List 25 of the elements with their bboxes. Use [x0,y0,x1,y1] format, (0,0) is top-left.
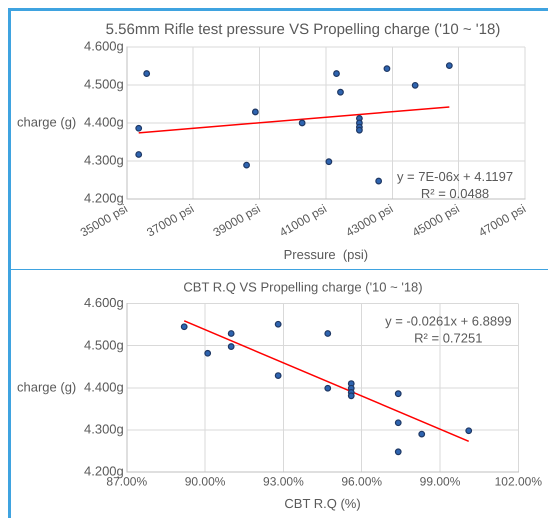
y-tick-label: 4.300g [84,421,124,436]
chart-title: CBT R.Q VS Propelling charge ('10 ~ '18) [183,279,423,294]
annotation: R² = 0.7251 [414,330,482,346]
y-axis-title: charge (g) [17,114,76,130]
y-tick-label: 4.500g [84,337,124,352]
x-tick-label: 96.00% [341,474,382,489]
annotation: R² = 0.0488 [420,186,490,201]
x-tick-label: 90.00% [184,474,226,489]
y-tick-label: 4.600g [84,295,124,310]
y-tick-label: 4.400g [84,379,124,394]
x-tick-label: 99.00% [420,474,461,489]
x-axis-title: CBT R.Q (%) [284,496,361,511]
x-tick-label: 93.00% [263,474,304,489]
y-tick-label: 4.200g [84,464,124,479]
y-tick-label: 4.500g [84,76,124,92]
y-tick-label: 4.400g [84,114,124,130]
y-tick-label: 4.600g [84,38,124,54]
annotation: y = -0.0261x + 6.8899 [385,314,512,329]
y-axis-title: charge (g) [17,379,76,394]
x-tick-label: 102.00% [494,474,542,489]
annotation: y = 7E-06x + 4.1197 [396,168,514,184]
y-tick-label: 4.200g [84,190,124,206]
x-axis-title: Pressure (psi) [284,246,368,262]
y-tick-label: 4.300g [84,152,124,168]
chart-title: 5.56mm Rifle test pressure VS Propelling charge ('10 ~ '18) [106,21,500,38]
